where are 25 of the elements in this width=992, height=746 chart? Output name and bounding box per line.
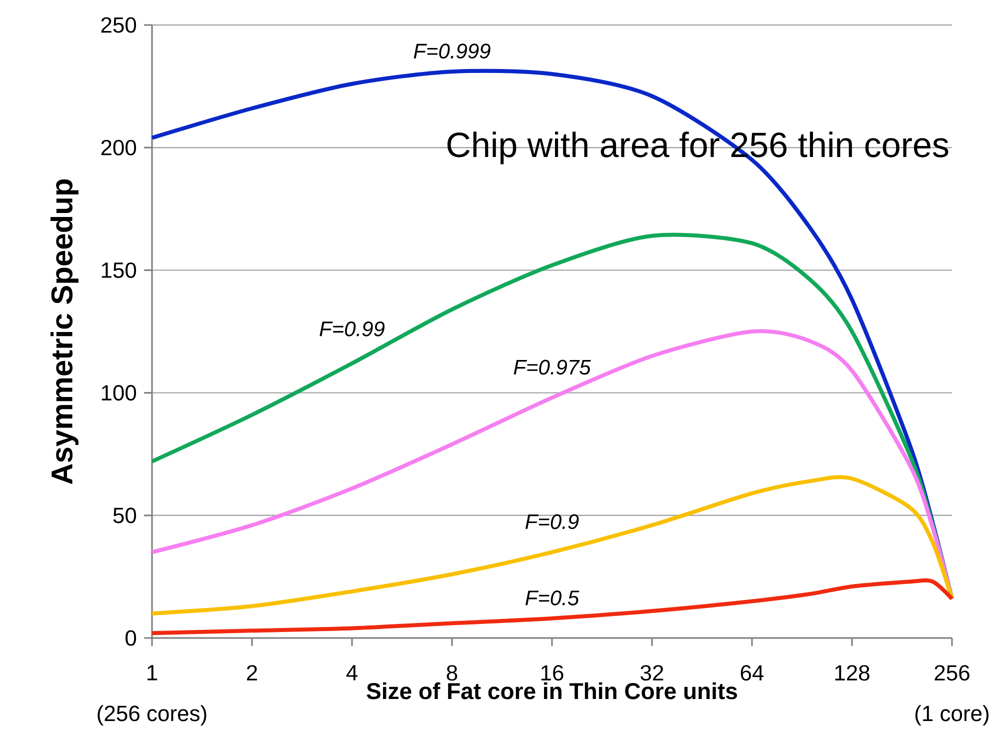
x-tick-label: 8 <box>446 665 458 681</box>
y-tick-label: 150 <box>102 262 136 278</box>
x-tick-label: 2 <box>246 665 258 680</box>
x-tick-label: 32 <box>640 665 664 681</box>
x-tick-label: 128 <box>835 665 870 681</box>
y-axis-title: Asymmetric Speedup <box>50 179 78 484</box>
text: (256 cores) <box>98 705 206 726</box>
x-tick-label: 256 <box>934 665 970 681</box>
x-tick-label: 1 <box>148 665 158 680</box>
y-tick-label: 50 <box>113 508 136 524</box>
series-label: F=0.975 <box>514 360 591 375</box>
series-label: F=0.999 <box>414 44 490 59</box>
text: (1 core) <box>915 705 988 726</box>
x-axis-title: Size of Fat core in Thin Core units <box>366 682 737 700</box>
y-tick-label: 100 <box>102 385 136 401</box>
x-tick-label: 16 <box>541 665 564 681</box>
series-label: F=0.9 <box>526 514 579 530</box>
y-tick-label: 250 <box>101 17 136 33</box>
y-tick-label: 0 <box>126 630 136 646</box>
series-label: F=0.5 <box>526 590 580 606</box>
series-label: F=0.99 <box>320 321 385 336</box>
annotation: Chip with area for 256 thin cores <box>447 132 948 164</box>
y-tick-label: 200 <box>101 140 136 156</box>
x-tick-label: 64 <box>740 665 764 681</box>
x-tick-label: 4 <box>346 665 358 680</box>
